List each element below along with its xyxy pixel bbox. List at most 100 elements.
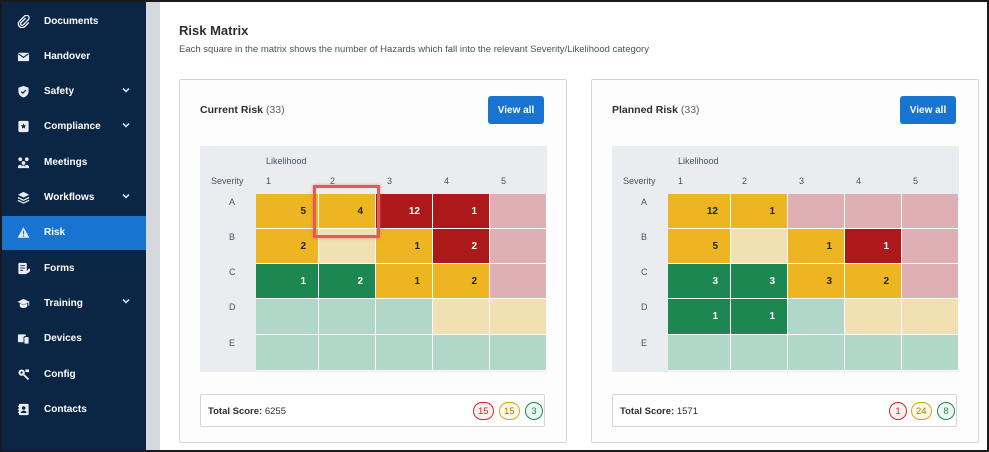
matrix-cell-a5[interactable] [490, 194, 547, 229]
matrix-cell-a1[interactable]: 5 [256, 194, 319, 229]
sidebar-item-meetings[interactable]: Meetings [2, 145, 146, 179]
matrix-cell-e3[interactable] [376, 335, 433, 371]
card-title-text: Current Risk [200, 104, 264, 116]
matrix-cell-c5[interactable] [902, 264, 959, 299]
risk-matrix: Likelihood Severity 1 2 3 4 5 A 12 1 B 5 1 1 C 3 3 3 2 D 1 1 E [612, 146, 959, 372]
matrix-cell-a3[interactable]: 12 [376, 194, 433, 229]
matrix-cell-c2[interactable]: 2 [319, 264, 376, 299]
sidebar-item-workflows[interactable]: Workflows [2, 181, 146, 215]
matrix-cell-b3[interactable]: 1 [376, 229, 433, 264]
matrix-cell-b3[interactable]: 1 [788, 229, 845, 264]
matrix-cell-a5[interactable] [902, 194, 959, 229]
matrix-cell-c3[interactable]: 3 [788, 264, 845, 299]
matrix-cell-e1[interactable] [668, 335, 731, 371]
matrix-cell-a2[interactable]: 4 [319, 194, 376, 229]
matrix-cell-c5[interactable] [490, 264, 547, 299]
matrix-cell-c4[interactable]: 2 [433, 264, 490, 299]
sidebar-item-label: Workflows [44, 192, 95, 203]
sidebar-item-label: Meetings [44, 156, 88, 168]
matrix-cell-d5[interactable] [490, 299, 547, 335]
chevron-down-icon[interactable] [122, 297, 132, 307]
matrix-cell-d2[interactable] [319, 299, 376, 335]
sidebar-item-devices[interactable]: Devices [2, 322, 146, 356]
card-title-text: Planned Risk [612, 104, 678, 116]
matrix-cell-d1[interactable] [256, 299, 319, 335]
sidebar-item-label: Training [44, 297, 83, 309]
planned-risk-card: Planned Risk (33) View all Likelihood Sever… [591, 79, 979, 443]
matrix-cell-e2[interactable] [731, 335, 788, 371]
sidebar-item-forms[interactable]: Forms [2, 251, 146, 285]
matrix-cell-e3[interactable] [788, 335, 845, 371]
total-score-label: Total Score: [620, 406, 675, 417]
config-gear-icon [16, 367, 30, 381]
matrix-cell-d2[interactable]: 1 [731, 299, 788, 335]
matrix-cell-a3[interactable] [788, 194, 845, 229]
likelihood-column-header: 4 [856, 176, 862, 186]
envelope-icon [16, 49, 30, 63]
contacts-book-icon [16, 402, 30, 416]
matrix-cell-d3[interactable] [788, 299, 845, 335]
likelihood-column-header: 5 [913, 176, 919, 186]
matrix-cell-c1[interactable]: 1 [256, 264, 319, 299]
matrix-cell-b4[interactable]: 2 [433, 229, 490, 264]
chevron-down-icon[interactable] [122, 192, 132, 202]
matrix-cell-a4[interactable] [845, 194, 902, 229]
matrix-cell-c4[interactable]: 2 [845, 264, 902, 299]
severity-row-header: D [641, 302, 648, 312]
chevron-down-icon[interactable] [122, 86, 132, 96]
sidebar-item-label: Compliance [44, 121, 101, 133]
matrix-cell-c1[interactable]: 3 [668, 264, 731, 299]
matrix-cell-d5[interactable] [902, 299, 959, 335]
sidebar-item-contacts[interactable]: Contacts [2, 392, 146, 426]
sidebar-item-safety[interactable]: Safety [2, 75, 146, 109]
matrix-cell-a2[interactable]: 1 [731, 194, 788, 229]
card-title: Current Risk (33) [200, 104, 285, 116]
sidebar-item-label: Risk [44, 227, 66, 239]
matrix-cell-d4[interactable] [845, 299, 902, 335]
matrix-cell-e4[interactable] [433, 335, 490, 371]
matrix-cell-b1[interactable]: 2 [256, 229, 319, 264]
matrix-cell-a1[interactable]: 12 [668, 194, 731, 229]
likelihood-column-header: 3 [387, 176, 393, 186]
sidebar-item-config[interactable]: Config [2, 357, 146, 391]
matrix-cell-c3[interactable]: 1 [376, 264, 433, 299]
sidebar-item-training[interactable]: Training [2, 286, 146, 320]
matrix-cell-a4[interactable]: 1 [433, 194, 490, 229]
sidebar-item-risk[interactable]: Risk [2, 215, 146, 250]
matrix-cell-b5[interactable] [490, 229, 547, 264]
likelihood-label: Likelihood [266, 156, 307, 166]
matrix-cell-b2[interactable] [319, 229, 376, 264]
matrix-cell-e1[interactable] [256, 335, 319, 371]
matrix-cell-d4[interactable] [433, 299, 490, 335]
score-badge-amber: 15 [499, 402, 520, 420]
score-badge-green: 3 [525, 402, 543, 420]
sidebar-item-handover[interactable]: Handover [2, 39, 146, 73]
sidebar-item-label: Safety [44, 86, 75, 98]
total-score: Total Score: 1571 [620, 406, 698, 417]
matrix-cell-b5[interactable] [902, 229, 959, 264]
matrix-cell-d3[interactable] [376, 299, 433, 335]
likelihood-column-header: 1 [266, 176, 272, 186]
matrix-cell-b1[interactable]: 5 [668, 229, 731, 264]
matrix-cell-e5[interactable] [902, 335, 959, 371]
chevron-down-icon[interactable] [122, 121, 132, 131]
matrix-cell-b2[interactable] [731, 229, 788, 264]
view-all-button[interactable]: View all [488, 96, 544, 124]
sidebar-item-compliance[interactable]: Compliance [2, 110, 146, 144]
score-badge-red: 1 [889, 402, 907, 420]
matrix-cell-e2[interactable] [319, 335, 376, 371]
matrix-cell-e5[interactable] [490, 335, 547, 371]
view-all-button[interactable]: View all [900, 96, 956, 124]
score-badge-green: 8 [937, 402, 955, 420]
sidebar-item-label: Devices [44, 333, 82, 345]
sidebar: Documents Handover Safety Compliance Meeting… [2, 2, 146, 450]
risk-matrix: Likelihood Severity 1 2 3 4 5 A 5 4 12 1 B 2 1 2 C 1 2 1 2 D E [200, 146, 547, 372]
severity-row-header: E [641, 338, 648, 348]
matrix-cell-c2[interactable]: 3 [731, 264, 788, 299]
matrix-cell-d1[interactable]: 1 [668, 299, 731, 335]
matrix-cell-b4[interactable]: 1 [845, 229, 902, 264]
matrix-cell-e4[interactable] [845, 335, 902, 371]
sidebar-item-documents[interactable]: Documents [2, 4, 146, 38]
people-icon [16, 155, 30, 169]
severity-row-header: A [229, 197, 236, 207]
